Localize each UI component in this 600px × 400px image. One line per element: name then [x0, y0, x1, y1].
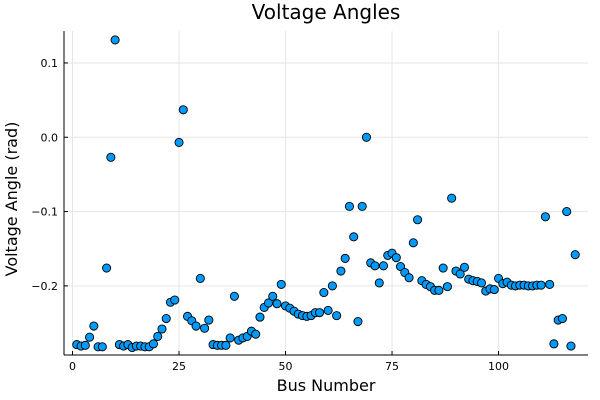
- data-point: [413, 215, 423, 225]
- data-point: [408, 238, 418, 248]
- y-tick-label: −0.2: [31, 280, 58, 293]
- data-point: [200, 323, 210, 333]
- data-point: [80, 340, 90, 350]
- data-point: [476, 278, 487, 288]
- data-point: [268, 291, 278, 301]
- x-tick-label: 25: [172, 360, 186, 373]
- data-point: [195, 273, 205, 284]
- grid-layer: [64, 31, 588, 355]
- data-point: [391, 253, 401, 263]
- data-point: [315, 308, 325, 318]
- data-point: [489, 285, 499, 295]
- data-point: [357, 201, 367, 211]
- data-point: [536, 280, 546, 290]
- data-point: [89, 321, 99, 331]
- data-point: [370, 261, 380, 271]
- data-point: [438, 263, 448, 273]
- data-point: [170, 295, 180, 305]
- data-point: [229, 291, 239, 301]
- y-tick-label: 0.1: [41, 57, 59, 70]
- data-point: [570, 250, 580, 260]
- data-point: [204, 315, 214, 325]
- data-point: [153, 331, 163, 341]
- data-point: [434, 285, 444, 295]
- x-tick-label: 75: [385, 360, 399, 373]
- data-points: [72, 35, 580, 353]
- x-tick-label: 100: [488, 360, 509, 373]
- data-point: [349, 232, 359, 242]
- data-point: [221, 340, 231, 350]
- data-point: [319, 288, 329, 298]
- data-point: [157, 324, 167, 334]
- data-point: [353, 317, 363, 327]
- data-point: [85, 332, 95, 342]
- data-point: [225, 333, 235, 343]
- data-point: [110, 35, 120, 45]
- data-point: [404, 273, 414, 283]
- data-point: [174, 137, 184, 148]
- data-point: [344, 201, 354, 211]
- data-point: [332, 311, 342, 321]
- data-point: [102, 263, 112, 273]
- y-tick-label: −0.1: [31, 206, 58, 219]
- data-point: [557, 314, 567, 324]
- y-axis-label: Voltage Angle (rad): [2, 122, 21, 277]
- y-tick-label: 0.0: [41, 131, 59, 144]
- data-point: [374, 278, 384, 288]
- data-point: [566, 341, 576, 351]
- data-point: [549, 339, 559, 349]
- data-point: [459, 262, 470, 272]
- data-point: [336, 266, 346, 276]
- data-point: [178, 105, 188, 115]
- data-point: [545, 279, 555, 289]
- data-point: [442, 282, 452, 292]
- axis-layer: 0 25 50 75 100 −0.2 −0.1 0.0 0.1: [31, 31, 588, 373]
- data-point: [191, 321, 201, 331]
- data-point: [378, 261, 389, 271]
- data-point: [361, 132, 372, 142]
- data-point: [447, 193, 457, 203]
- data-point: [276, 279, 286, 289]
- data-point: [251, 329, 261, 339]
- data-point: [97, 342, 107, 352]
- data-point: [323, 305, 333, 315]
- data-point: [340, 253, 350, 263]
- data-point: [540, 212, 550, 222]
- data-point: [161, 314, 171, 324]
- x-tick-label: 50: [279, 360, 293, 373]
- data-point: [272, 299, 282, 309]
- data-point: [327, 281, 337, 291]
- chart-title: Voltage Angles: [252, 0, 401, 24]
- x-tick-label: 0: [69, 360, 76, 373]
- data-point: [106, 152, 116, 162]
- x-axis-label: Bus Number: [277, 376, 376, 395]
- data-point: [455, 269, 465, 279]
- data-point: [255, 312, 265, 322]
- data-point: [148, 339, 159, 349]
- data-point: [562, 207, 572, 217]
